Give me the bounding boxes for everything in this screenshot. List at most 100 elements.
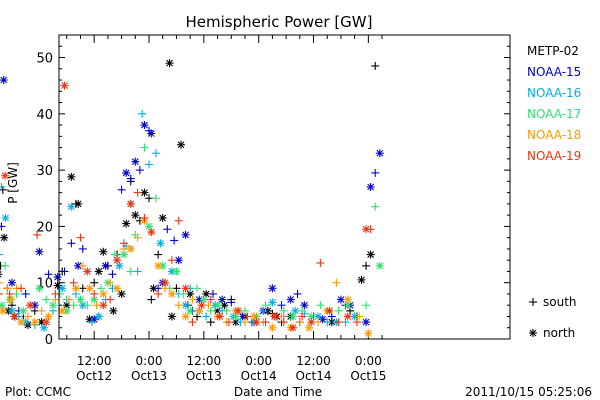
north-point	[101, 261, 110, 270]
legend-series-label: NOAA-18	[527, 128, 581, 142]
north-point	[0, 270, 3, 278]
south-point	[133, 233, 142, 242]
chart-title: Hemispheric Power [GW]	[186, 13, 373, 31]
south-point	[240, 318, 249, 327]
south-point	[135, 166, 144, 175]
south-point	[352, 318, 361, 327]
south-point	[206, 306, 215, 315]
north-point	[181, 301, 190, 310]
north-point	[126, 199, 135, 208]
north-point	[161, 278, 170, 287]
x-tick-time-label: 0:00	[136, 354, 163, 368]
north-point	[122, 219, 131, 228]
south-point	[293, 289, 302, 298]
south-point	[279, 306, 288, 315]
x-tick-date-label: Oct12	[76, 369, 112, 383]
south-point	[147, 295, 156, 304]
north-point	[375, 149, 384, 158]
x-tick-time-label: 12:00	[77, 354, 112, 368]
north-point	[181, 230, 190, 239]
south-point	[371, 168, 380, 177]
south-point	[154, 250, 163, 259]
north-point	[58, 284, 67, 293]
x-tick-time-label: 0:00	[355, 354, 382, 368]
south-point	[202, 312, 211, 321]
south-point	[362, 261, 371, 270]
south-point	[17, 284, 26, 293]
south-point	[0, 282, 4, 284]
north-point	[131, 211, 140, 220]
south-point	[316, 259, 325, 267]
south-point	[69, 301, 78, 310]
marker-legend: south north	[529, 295, 577, 340]
south-point	[206, 295, 215, 304]
y-tick-label: 40	[36, 108, 53, 123]
south-point	[69, 278, 78, 287]
north-point	[76, 295, 85, 304]
north-point	[167, 289, 176, 298]
south-point	[126, 267, 135, 276]
north-point	[10, 312, 19, 321]
north-point	[35, 247, 44, 256]
north-point	[99, 301, 108, 310]
north-point	[158, 213, 167, 222]
north-point	[67, 172, 76, 181]
south-point	[261, 318, 270, 327]
axis-ticks: 0102030405012:00Oct120:00Oct1312:00Oct13…	[36, 35, 510, 383]
south-point	[92, 301, 101, 310]
plot-timestamp: 2011/10/15 05:25:06	[465, 385, 592, 399]
south-point	[140, 143, 149, 152]
south-point	[0, 293, 4, 295]
y-tick-label: 20	[36, 220, 53, 235]
north-point	[53, 281, 62, 290]
south-point	[279, 318, 288, 327]
north-point	[218, 295, 227, 304]
south-point	[314, 318, 323, 327]
y-tick-label: 50	[36, 52, 53, 67]
north-point	[181, 284, 190, 293]
north-point	[60, 81, 69, 90]
south-point	[371, 202, 380, 211]
x-tick-date-label: Oct13	[186, 369, 222, 383]
north-point	[177, 140, 186, 149]
south-point	[78, 284, 87, 293]
south-point	[1, 261, 10, 270]
north-point	[7, 278, 16, 287]
south-point	[76, 233, 85, 242]
north-point	[147, 129, 156, 138]
north-point	[343, 295, 352, 304]
north-point	[94, 312, 103, 321]
south-point	[0, 222, 6, 231]
y-tick-label: 0	[45, 333, 53, 348]
north-point	[140, 188, 149, 197]
south-point	[208, 289, 217, 298]
south-point	[174, 301, 183, 310]
north-point	[366, 250, 375, 259]
north-point	[94, 267, 103, 276]
marker-legend-label: north	[543, 326, 575, 340]
north-point	[0, 306, 7, 315]
south-point	[33, 230, 42, 239]
south-point	[222, 306, 231, 315]
south-point	[133, 188, 142, 197]
south-point	[261, 301, 270, 310]
north-point	[252, 318, 261, 327]
south-point	[140, 213, 149, 222]
south-point	[117, 185, 126, 194]
south-point	[154, 289, 163, 298]
north-point	[375, 261, 384, 270]
x-tick-time-label: 12:00	[296, 354, 331, 368]
north-point	[165, 59, 174, 68]
south-point	[145, 160, 154, 169]
north-point	[117, 289, 126, 298]
south-marker-symbol	[529, 298, 537, 306]
south-point	[65, 295, 74, 304]
south-point	[106, 295, 115, 304]
x-tick-date-label: Oct14	[296, 369, 332, 383]
north-point	[270, 312, 279, 321]
south-point	[0, 183, 6, 191]
north-point	[362, 318, 371, 327]
south-point	[87, 318, 96, 327]
south-point	[119, 239, 128, 248]
north-point	[113, 256, 122, 265]
